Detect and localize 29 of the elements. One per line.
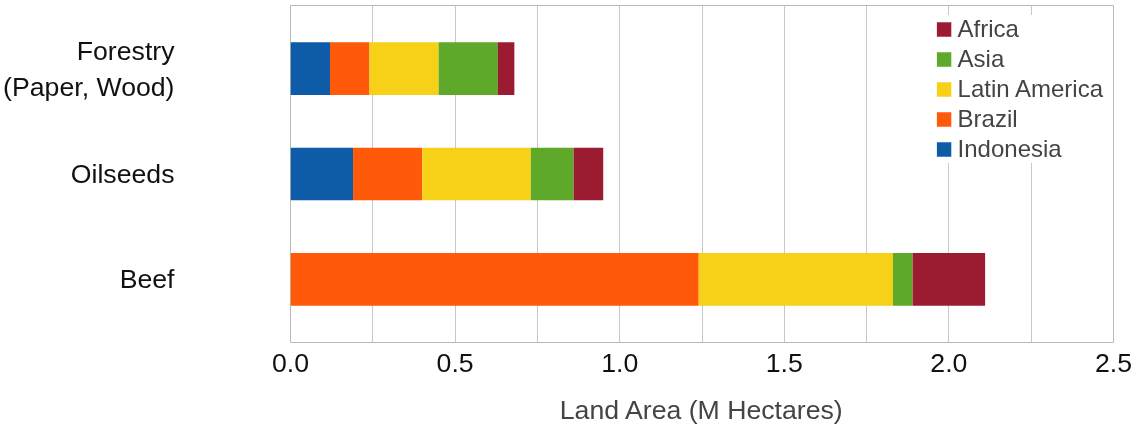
bar [290,252,699,306]
bar [698,252,893,306]
bar [497,42,515,96]
legend-label: Latin America [957,75,1103,103]
legend-label: Brazil [957,105,1018,133]
x-axis-title: Land Area (M Hectares) [559,394,843,425]
x-tick-label: 1.0 [601,347,639,378]
x-tick-label: 0.0 [271,347,310,378]
y-tick-label: Oilseeds [70,159,175,189]
bar [530,147,574,201]
y-tick-label: Forestry (Paper, Wood) [3,35,176,102]
y-tick-label: Beef [119,264,176,295]
bar [438,42,498,96]
bar [353,147,423,201]
bar [369,42,439,96]
bar [290,42,330,96]
bar [892,252,913,306]
x-tick-label: 2.5 [1094,347,1133,378]
bar [330,42,370,96]
x-tick-label: 0.5 [436,347,474,378]
bar [290,147,354,201]
bar [912,252,986,306]
legend-label: Asia [957,45,1005,73]
x-tick-label: 1.5 [765,347,803,378]
legend-label: Africa [957,15,1019,43]
bar [573,147,604,201]
bar [422,147,531,201]
legend-label: Indonesia [957,135,1062,163]
x-tick-label: 2.0 [930,347,968,378]
